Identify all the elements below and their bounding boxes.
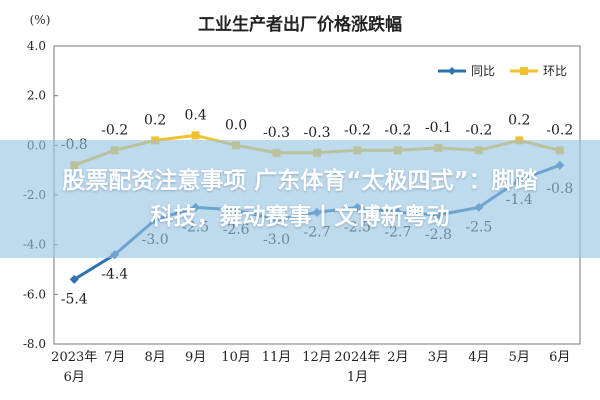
data-label-yoy: -5.4 <box>61 291 88 307</box>
x-tick-label: 12月 <box>302 350 332 365</box>
x-tick-label: 7月 <box>104 350 125 365</box>
x-tick-label: 6月 <box>549 350 570 365</box>
y-tick-label: -8.0 <box>23 337 46 351</box>
x-tick-label: 5月 <box>509 350 530 365</box>
x-tick-label: 11月 <box>262 350 292 365</box>
data-label-mom: -0.2 <box>344 122 371 138</box>
chart-title: 工业生产者出厂价格涨跌幅 <box>198 14 402 35</box>
data-label-mom: -0.1 <box>425 120 452 136</box>
data-label-mom: -0.3 <box>263 125 290 141</box>
x-tick-label: 4月 <box>468 350 489 365</box>
data-label-mom: -0.3 <box>304 125 331 141</box>
legend-marker-mom <box>520 67 528 75</box>
legend-label-yoy: 同比 <box>471 64 495 78</box>
data-label-mom: 0.2 <box>508 112 530 128</box>
x-tick-label: 2月 <box>387 350 408 365</box>
data-label-mom: 0.0 <box>225 117 247 133</box>
legend-label-mom: 环比 <box>543 64 567 78</box>
data-label-mom: 0.4 <box>184 107 206 123</box>
x-tick-label: 2023年 <box>51 350 97 365</box>
headline-line-1: 股票配资注意事项 广东体育“太极四式”：脚踏 <box>62 168 538 194</box>
data-label-yoy: -4.4 <box>101 267 128 283</box>
data-label-mom: -0.2 <box>101 122 128 138</box>
data-point-yoy <box>69 274 79 284</box>
headline-line-2: 科技，舞动赛事丨文博新粤动 <box>150 204 450 230</box>
data-label-mom: -0.2 <box>465 122 492 138</box>
y-axis-unit-label: (%) <box>30 13 51 27</box>
y-tick-label: 2.0 <box>27 89 46 103</box>
x-tick-label: 2024年 <box>334 350 380 365</box>
x-tick-label: 6月 <box>64 370 85 385</box>
y-tick-label: -6.0 <box>23 287 46 301</box>
x-tick-label: 9月 <box>185 350 206 365</box>
news-headline-banner[interactable]: 股票配资注意事项 广东体育“太极四式”：脚踏 科技，舞动赛事丨文博新粤动 <box>0 140 600 258</box>
data-label-mom: -0.2 <box>546 122 573 138</box>
y-tick-label: 4.0 <box>27 39 46 53</box>
x-tick-label: 1月 <box>347 370 368 385</box>
data-point-mom <box>191 131 200 140</box>
x-tick-label: 8月 <box>145 350 166 365</box>
x-tick-label: 10月 <box>221 350 251 365</box>
data-label-mom: -0.2 <box>384 122 411 138</box>
x-tick-label: 3月 <box>428 350 449 365</box>
legend-marker-yoy <box>448 67 456 75</box>
data-label-mom: 0.2 <box>144 112 166 128</box>
